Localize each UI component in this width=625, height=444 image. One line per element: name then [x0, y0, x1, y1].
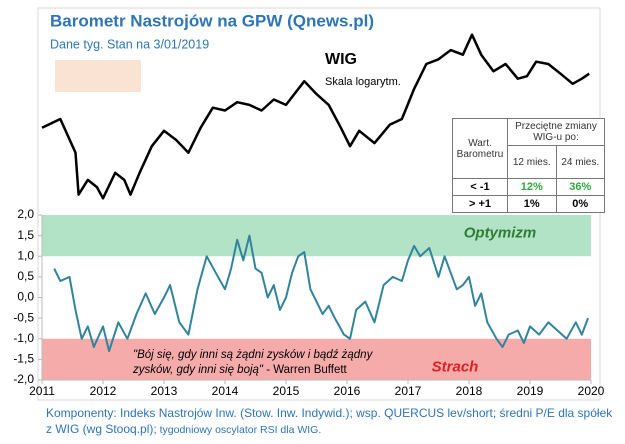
footer: Komponenty: Indeks Nastrojów Inw. (Stow.…: [46, 405, 621, 438]
table-header: Przeciętne zmiany WIG-u po:: [507, 118, 605, 146]
zone-label: Strach: [432, 358, 479, 375]
y-tick-label: -1,5: [13, 352, 34, 366]
table-cell: < -1: [452, 178, 508, 196]
table-column: 12 mies.: [507, 145, 557, 179]
footer-text: tygodniowy oscylator RSI dla WIG.: [156, 424, 322, 436]
table-cell: > +1: [452, 195, 508, 213]
zone: [42, 338, 591, 380]
quote-author: - Warren Buffett: [263, 364, 348, 376]
x-tick-label: 2017: [395, 384, 422, 398]
table-cell: 0%: [555, 195, 605, 213]
x-tick-label: 2016: [334, 384, 361, 398]
scale-note: Skala logarytm.: [325, 76, 401, 88]
zone: [42, 215, 591, 257]
quote: zysków, gdy inni się boją" - Warren Buff…: [132, 364, 348, 376]
chart-subtitle: Dane tyg. Stan na 3/01/2019: [50, 37, 209, 51]
y-tick-label: 1,0: [17, 248, 34, 262]
x-tick-label: 2018: [456, 384, 483, 398]
logo: [55, 60, 141, 92]
x-tick-label: 2015: [273, 384, 300, 398]
y-tick-label: -1,0: [13, 331, 34, 345]
x-tick-label: 2013: [151, 384, 178, 398]
legend-label: WIG: [325, 51, 357, 68]
x-tick-label: 2020: [578, 384, 605, 398]
y-tick-label: 0,0: [17, 290, 34, 304]
y-tick-label: 1,5: [17, 228, 34, 242]
footer-text: Komponenty: Indeks Nastrojów Inw. (Stow.…: [46, 406, 613, 436]
quote: zysków, gdy inni się boją": [132, 364, 264, 376]
table-cell: 36%: [555, 178, 605, 196]
x-tick-label: 2011: [29, 384, 55, 398]
x-tick-label: 2014: [212, 384, 239, 398]
y-tick-label: -2,0: [13, 372, 34, 386]
line: [41, 33, 590, 200]
line: [53, 234, 589, 353]
quote: "Bój się, gdy inni są żądni zysków i bąd…: [133, 349, 374, 361]
table-header: Wart. Barometru: [452, 118, 508, 179]
x-tick-label: 2019: [517, 384, 544, 398]
y-tick-label: -0,5: [13, 310, 34, 324]
table-cell: 12%: [507, 178, 557, 196]
table-cell: 1%: [507, 195, 557, 213]
table-column: 24 mies.: [555, 145, 605, 179]
stats-table: Wart. Barometru Przeciętne zmiany WIG-u …: [452, 118, 605, 213]
chart-title: Barometr Nastrojów na GPW (Qnews.pl): [50, 11, 374, 30]
x-tick-label: 2012: [90, 384, 117, 398]
y-tick-label: 0,5: [17, 269, 34, 283]
zone-label: Optymizm: [464, 225, 537, 242]
y-tick-label: 2,0: [17, 207, 34, 221]
